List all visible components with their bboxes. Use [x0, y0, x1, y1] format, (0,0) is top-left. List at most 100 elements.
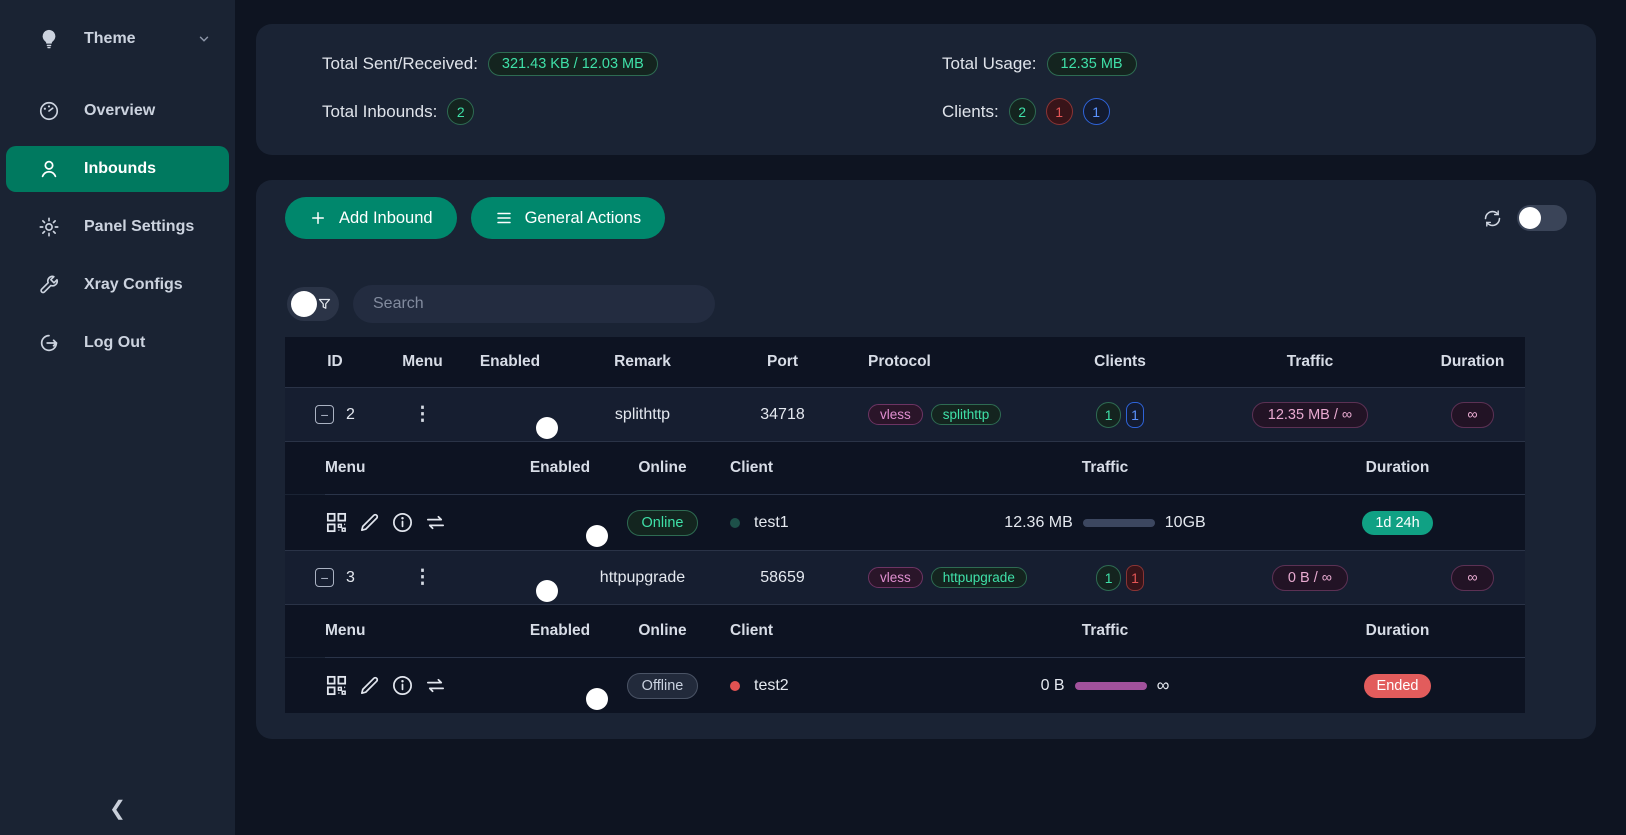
edit-icon[interactable]	[358, 674, 381, 697]
refresh-icon[interactable]	[1482, 208, 1503, 229]
table-row: − 3 ⋮ httpupgrade 58659 vless httpupgrad…	[285, 550, 1525, 605]
inbound-traffic-badge: 0 B / ∞	[1271, 564, 1349, 591]
subcol-duration: Duration	[1365, 622, 1430, 639]
hamburger-icon	[495, 209, 513, 227]
inbound-remark: httpupgrade	[599, 568, 686, 586]
client-table-header: Menu Enabled Online Client Traffic Durat…	[285, 442, 1525, 494]
col-header-menu: Menu	[402, 353, 443, 370]
stats-card: Total Sent/Received: 321.43 KB / 12.03 M…	[256, 24, 1596, 155]
subcol-enabled: Enabled	[529, 622, 591, 639]
row-menu-icon[interactable]: ⋮	[413, 404, 432, 425]
search-row	[287, 285, 1567, 323]
toggle-knob	[1519, 207, 1541, 229]
plus-icon	[309, 209, 327, 227]
reset-traffic-icon[interactable]	[424, 674, 447, 697]
sidebar-collapse-button[interactable]: ❮	[109, 798, 126, 820]
total-inbounds-badge: 2	[447, 98, 475, 125]
add-inbound-button[interactable]: Add Inbound	[285, 197, 457, 239]
total-usage-badge: 12.35 MB	[1046, 52, 1137, 76]
inbound-id: 2	[346, 405, 355, 423]
stat-label: Total Inbounds:	[322, 101, 438, 121]
wrench-icon	[38, 274, 60, 296]
subcol-traffic: Traffic	[1081, 459, 1129, 476]
clients-active-badge: 2	[1008, 98, 1036, 125]
client-count-active: 1	[1096, 401, 1122, 428]
stat-label: Clients:	[942, 101, 999, 121]
sidebar-item-label: Inbounds	[84, 160, 156, 177]
filter-toggle[interactable]	[287, 287, 339, 321]
transport-tag: splithttp	[930, 404, 1002, 425]
toggle-knob	[586, 524, 608, 547]
sidebar-item-label: Theme	[84, 30, 136, 47]
sent-received-badge: 321.43 KB / 12.03 MB	[487, 52, 658, 76]
sidebar-item-inbounds[interactable]: Inbounds	[6, 146, 229, 192]
client-name: test2	[754, 676, 789, 694]
sidebar-item-label: Overview	[84, 102, 156, 119]
stat-total-usage: Total Usage: 12.35 MB	[942, 52, 1596, 76]
inbound-port: 34718	[760, 405, 805, 423]
divider	[325, 494, 1525, 495]
sidebar-item-label: Panel Settings	[84, 218, 195, 235]
edit-icon[interactable]	[358, 511, 381, 534]
traffic-progress-bar	[1082, 518, 1155, 527]
sidebar-item-theme[interactable]: Theme	[6, 16, 229, 62]
info-icon[interactable]	[391, 674, 414, 697]
toggle-knob	[586, 687, 608, 710]
col-header-id: ID	[327, 353, 343, 370]
sidebar-item-log-out[interactable]: Log Out	[6, 320, 229, 366]
col-header-remark: Remark	[614, 353, 671, 370]
subcol-menu: Menu	[325, 622, 366, 639]
stat-label: Total Usage:	[942, 54, 1037, 73]
col-header-traffic: Traffic	[1286, 353, 1334, 370]
collapse-row-icon[interactable]: −	[315, 568, 335, 587]
reset-traffic-icon[interactable]	[424, 511, 447, 534]
sidebar-item-panel-settings[interactable]: Panel Settings	[6, 204, 229, 250]
subcol-duration: Duration	[1365, 459, 1430, 476]
col-header-enabled: Enabled	[479, 353, 541, 370]
collapse-row-icon[interactable]: −	[315, 405, 335, 424]
inbound-remark: splithttp	[614, 405, 671, 423]
col-header-duration: Duration	[1440, 353, 1505, 370]
client-row: Online test1 12.36 MB 10GB 1d 24h	[285, 495, 1525, 550]
toolbar: Add Inbound General Actions	[285, 197, 1567, 239]
stat-total-inbounds: Total Inbounds: 2	[322, 98, 942, 125]
chevron-down-icon	[197, 32, 211, 46]
col-header-protocol: Protocol	[868, 353, 931, 370]
subcol-client: Client	[730, 459, 774, 476]
row-menu-icon[interactable]: ⋮	[413, 567, 432, 588]
sidebar: Theme Overview Inbounds Panel Settings X…	[0, 0, 235, 835]
client-count-deactive: 1	[1126, 564, 1144, 591]
general-actions-button[interactable]: General Actions	[470, 197, 666, 239]
inbound-duration-badge: ∞	[1451, 401, 1494, 428]
info-icon[interactable]	[391, 511, 414, 534]
sidebar-item-xray-configs[interactable]: Xray Configs	[6, 262, 229, 308]
client-count-online: 1	[1126, 401, 1144, 428]
qrcode-icon[interactable]	[325, 511, 348, 534]
table-row: − 2 ⋮ splithttp 34718 vless splithttp 1 …	[285, 387, 1525, 442]
person-icon	[38, 158, 60, 180]
divider	[325, 657, 1525, 658]
client-status-dot	[730, 680, 740, 691]
inbound-port: 58659	[760, 568, 805, 586]
client-duration-badge: 1d 24h	[1362, 510, 1433, 535]
lightbulb-icon	[38, 28, 60, 50]
sidebar-item-label: Xray Configs	[84, 276, 183, 293]
subcol-enabled: Enabled	[529, 459, 591, 476]
client-count-active: 1	[1096, 564, 1122, 591]
qrcode-icon[interactable]	[325, 674, 348, 697]
search-input[interactable]	[353, 285, 715, 323]
client-row: Offline test2 0 B ∞ Ended	[285, 658, 1525, 713]
clients-online-badge: 1	[1082, 98, 1110, 125]
clients-deactive-badge: 1	[1045, 98, 1073, 125]
sidebar-item-overview[interactable]: Overview	[6, 88, 229, 134]
online-status-badge: Offline	[626, 672, 699, 699]
col-header-port: Port	[767, 353, 798, 370]
sidebar-item-label: Log Out	[84, 334, 146, 351]
subcol-online: Online	[638, 622, 687, 639]
inbound-id: 3	[346, 568, 355, 586]
stat-label: Total Sent/Received:	[322, 54, 478, 73]
client-table-header: Menu Enabled Online Client Traffic Durat…	[285, 605, 1525, 657]
auto-refresh-toggle[interactable]	[1517, 205, 1567, 231]
toggle-knob	[291, 291, 317, 317]
gear-icon	[38, 216, 60, 238]
